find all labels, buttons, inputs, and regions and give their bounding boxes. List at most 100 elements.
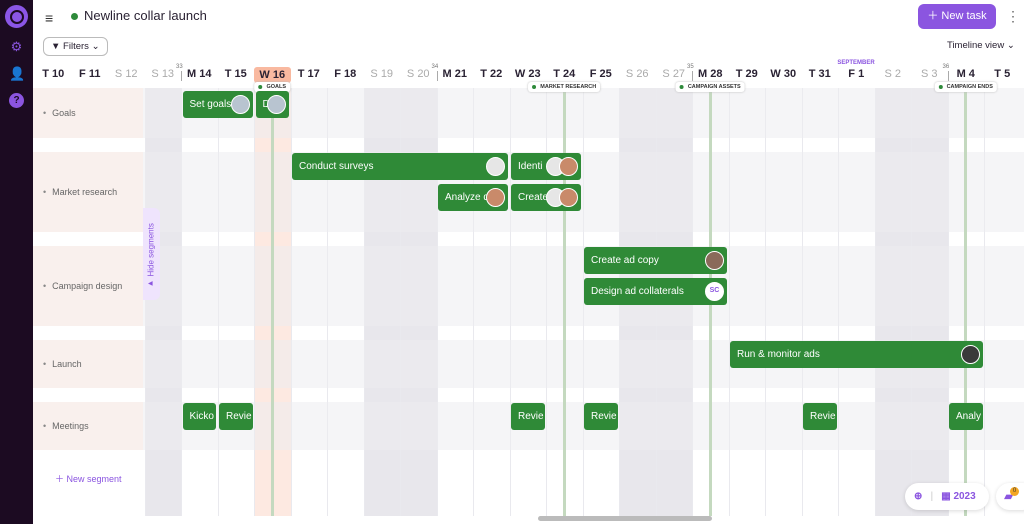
milestone-tag[interactable]: CAMPAIGN ENDS bbox=[934, 82, 997, 92]
timeline-view-dropdown[interactable]: Timeline view ⌄ bbox=[947, 40, 1015, 51]
segment-band bbox=[33, 246, 1024, 326]
week-divider bbox=[947, 71, 949, 81]
new-segment-label: New segment bbox=[66, 474, 122, 484]
milestone-tag[interactable]: CAMPAIGN ASSETS bbox=[675, 82, 745, 92]
task-bar[interactable]: Design ad collaterals SC bbox=[584, 278, 727, 305]
day-header: T 10 bbox=[42, 68, 65, 80]
triangle-left-icon: ◀ bbox=[148, 281, 153, 287]
day-header: W 30 bbox=[770, 68, 797, 80]
avatar[interactable] bbox=[486, 157, 505, 176]
calendar-icon[interactable]: ▦ bbox=[941, 491, 951, 502]
day-header: S 19 bbox=[370, 68, 394, 80]
day-header: M 14 bbox=[187, 68, 212, 80]
inbox-icon: ▰ bbox=[1004, 489, 1014, 503]
year-button[interactable]: 2023 bbox=[953, 491, 976, 502]
task-bar[interactable]: D bbox=[255, 91, 289, 118]
day-header: F 11 bbox=[79, 68, 101, 80]
avatar[interactable] bbox=[559, 188, 578, 207]
day-header: S 20 bbox=[406, 68, 430, 80]
week-number: 34 bbox=[431, 64, 439, 70]
day-header: T 22 bbox=[480, 68, 503, 80]
day-header: S 12 bbox=[114, 68, 138, 80]
day-header: T 31 bbox=[808, 68, 831, 80]
plus-icon: ＋ bbox=[55, 474, 67, 484]
milestone-line bbox=[270, 88, 274, 516]
page-title: Newline collar launch bbox=[84, 8, 207, 23]
week-divider bbox=[692, 71, 693, 81]
hide-segments-tab[interactable]: Hide segments ◀ bbox=[143, 208, 160, 300]
logo-icon[interactable] bbox=[5, 5, 28, 28]
day-header: F 25 bbox=[589, 68, 612, 80]
day-header: M 21 bbox=[442, 68, 467, 80]
zoom-icon[interactable]: ⊕ bbox=[914, 491, 923, 502]
gear-icon[interactable]: ⚙ bbox=[10, 39, 23, 54]
task-bar[interactable]: Revie bbox=[803, 403, 837, 430]
task-bar[interactable]: Run & monitor ads bbox=[730, 341, 983, 368]
day-header: S 27 bbox=[662, 68, 686, 80]
day-header: F 1 bbox=[848, 68, 865, 80]
milestone-tag[interactable]: GOALS bbox=[254, 82, 291, 92]
day-header: M 28 bbox=[698, 68, 723, 80]
notification-badge: 0 bbox=[1010, 487, 1019, 496]
milestone-line bbox=[964, 88, 968, 516]
day-header: M 4 bbox=[956, 68, 975, 80]
chevron-down-icon: ⌄ bbox=[1006, 40, 1015, 51]
day-header: S 2 bbox=[884, 68, 901, 80]
hide-segments-label: Hide segments bbox=[146, 223, 156, 277]
avatar[interactable]: SC bbox=[705, 282, 724, 301]
filters-button[interactable]: ▼ Filters ⌄ bbox=[43, 37, 108, 56]
avatar[interactable] bbox=[960, 345, 980, 364]
task-bar[interactable]: Analy bbox=[949, 403, 983, 430]
task-bar[interactable]: Analyze d bbox=[438, 184, 508, 211]
help-icon[interactable]: ? bbox=[9, 93, 24, 108]
sidebar-rail: ⚙ 👤 ? bbox=[0, 0, 33, 524]
day-header: S 26 bbox=[625, 68, 649, 80]
segment-band bbox=[33, 88, 1024, 138]
more-options-icon[interactable]: ⋮ bbox=[1006, 8, 1020, 24]
week-number: 35 bbox=[687, 64, 694, 70]
new-segment-button[interactable]: ＋ New segment bbox=[55, 472, 122, 485]
day-header: T 15 bbox=[224, 68, 247, 80]
avatar[interactable] bbox=[230, 95, 250, 114]
segment-label: Launch bbox=[33, 340, 143, 388]
filter-icon: ▼ bbox=[51, 41, 64, 52]
task-bar[interactable]: Create bbox=[511, 184, 581, 211]
task-bar[interactable]: Identi bbox=[511, 153, 581, 180]
avatar[interactable] bbox=[705, 251, 724, 270]
task-bar[interactable]: Kicko bbox=[182, 403, 216, 430]
task-bar[interactable]: Revie bbox=[219, 403, 253, 430]
horizontal-scrollbar[interactable] bbox=[538, 516, 712, 521]
collapse-menu-icon[interactable]: ≡ bbox=[45, 10, 54, 26]
filters-label: Filters bbox=[63, 41, 89, 52]
day-header: F 18 bbox=[334, 68, 357, 80]
segment-label: Goals bbox=[33, 88, 143, 138]
task-bar[interactable]: Revie bbox=[584, 403, 618, 430]
status-dot bbox=[71, 13, 78, 20]
day-header: W 16 bbox=[254, 67, 291, 83]
task-bar[interactable]: Set goals bbox=[182, 91, 253, 118]
week-number: 33 bbox=[176, 64, 183, 70]
week-number: 36 bbox=[942, 64, 950, 70]
users-icon[interactable]: 👤 bbox=[9, 66, 26, 81]
new-task-button[interactable]: ＋ New task bbox=[918, 4, 996, 29]
avatar[interactable] bbox=[267, 95, 286, 114]
inbox-button[interactable]: ▰ bbox=[996, 483, 1024, 510]
avatar[interactable] bbox=[486, 188, 505, 207]
task-bar[interactable]: Create ad copy bbox=[584, 247, 727, 274]
avatar[interactable] bbox=[559, 157, 578, 176]
day-header: T 5 bbox=[994, 68, 1011, 80]
week-divider bbox=[436, 71, 438, 81]
segment-label: Market research bbox=[33, 152, 143, 232]
segment-label: Campaign design bbox=[33, 246, 143, 326]
week-divider bbox=[181, 71, 182, 81]
task-bar[interactable]: Conduct surveys bbox=[292, 153, 508, 180]
task-bar[interactable]: Revie bbox=[511, 403, 545, 430]
milestone-tag[interactable]: MARKET RESEARCH bbox=[528, 82, 601, 92]
chevron-down-icon: ⌄ bbox=[91, 41, 100, 52]
month-label: SEPTEMBER bbox=[837, 60, 875, 66]
milestone-line bbox=[562, 88, 566, 516]
day-header: T 24 bbox=[553, 68, 576, 80]
segment-label: Meetings bbox=[33, 402, 143, 450]
day-header: W 23 bbox=[514, 68, 541, 80]
plus-icon: ＋ bbox=[927, 10, 942, 22]
